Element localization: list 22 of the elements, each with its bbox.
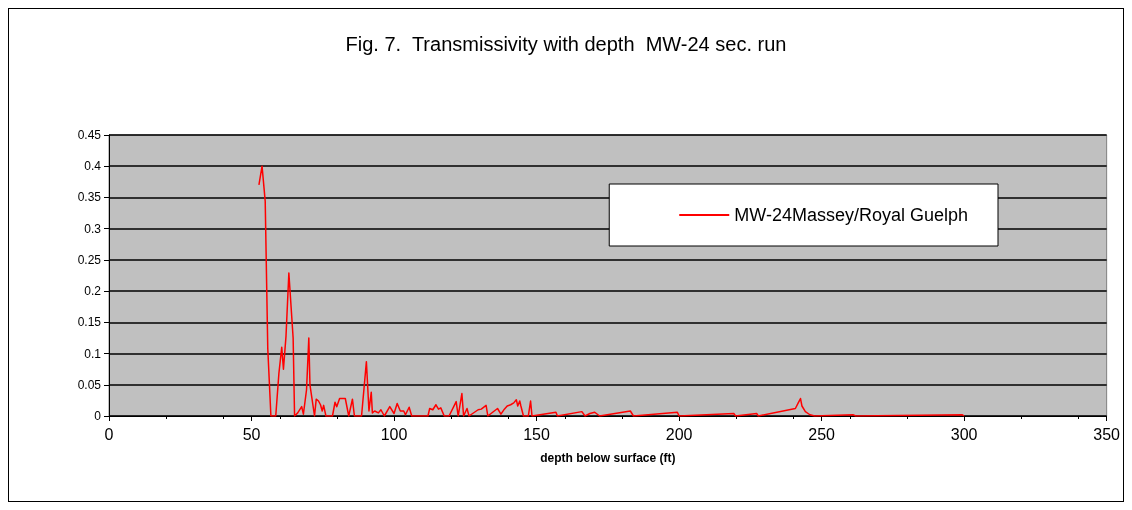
chart-title: Fig. 7. Transmissivity with depth MW-24 sec. run: [345, 33, 787, 55]
y-tick-label: 0.3: [84, 221, 102, 236]
x-tick-label: 200: [665, 425, 693, 443]
x-tick-label: 150: [523, 425, 551, 443]
y-tick-label: 0.15: [77, 315, 102, 330]
x-tick-label: 350: [1093, 425, 1121, 443]
x-tick-label: 300: [950, 425, 978, 443]
y-tick-label: 0: [94, 409, 102, 423]
y-tick-label: 0.05: [77, 377, 102, 392]
y-tick-label: 0.35: [77, 190, 102, 205]
y-tick-label: 0.45: [77, 128, 102, 142]
y-tick-label: 0.4: [84, 159, 102, 174]
x-tick-label: 250: [808, 425, 836, 443]
legend-label: MW-24Massey/Royal Guelph: [734, 205, 969, 225]
x-axis-title: depth below surface (ft): [540, 451, 676, 465]
y-tick-label: 0.1: [84, 346, 102, 361]
x-tick-label: 0: [104, 425, 114, 443]
x-tick-label: 50: [242, 425, 261, 443]
x-tick-label: 100: [380, 425, 408, 443]
y-tick-label: 0.25: [77, 252, 102, 267]
y-tick-label: 0.2: [84, 284, 102, 299]
line-series: [258, 165, 965, 417]
